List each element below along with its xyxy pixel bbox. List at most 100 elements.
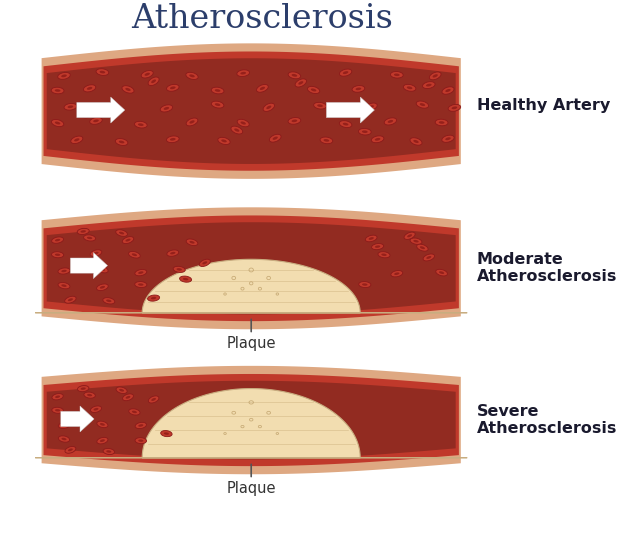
Ellipse shape [51, 87, 64, 94]
Ellipse shape [138, 124, 143, 126]
Ellipse shape [288, 72, 301, 79]
Ellipse shape [394, 273, 399, 275]
Ellipse shape [311, 88, 316, 92]
Ellipse shape [58, 73, 70, 79]
Ellipse shape [177, 268, 182, 270]
Ellipse shape [64, 104, 77, 110]
Ellipse shape [362, 131, 367, 133]
Ellipse shape [391, 270, 403, 277]
Ellipse shape [96, 69, 109, 75]
Ellipse shape [237, 70, 250, 76]
Ellipse shape [413, 140, 419, 143]
Ellipse shape [58, 282, 70, 289]
Ellipse shape [439, 121, 444, 124]
Polygon shape [35, 259, 467, 313]
Ellipse shape [407, 234, 412, 237]
Ellipse shape [298, 81, 303, 85]
Polygon shape [44, 216, 459, 321]
Ellipse shape [320, 137, 333, 144]
Ellipse shape [122, 237, 134, 243]
Text: Plaque: Plaque [227, 336, 276, 351]
Ellipse shape [61, 285, 67, 287]
Ellipse shape [55, 121, 60, 125]
Ellipse shape [356, 88, 361, 90]
Ellipse shape [410, 138, 422, 145]
Ellipse shape [416, 101, 429, 108]
Ellipse shape [134, 121, 147, 128]
Ellipse shape [77, 109, 89, 118]
Ellipse shape [164, 107, 169, 110]
Ellipse shape [292, 120, 297, 122]
Ellipse shape [167, 250, 179, 256]
Ellipse shape [218, 137, 230, 145]
Ellipse shape [307, 86, 320, 94]
Polygon shape [42, 208, 461, 329]
Ellipse shape [314, 102, 326, 109]
Ellipse shape [100, 423, 105, 425]
Ellipse shape [84, 235, 95, 241]
Ellipse shape [215, 103, 220, 106]
FancyArrow shape [77, 97, 125, 123]
Ellipse shape [61, 74, 67, 78]
Ellipse shape [77, 228, 89, 235]
Ellipse shape [241, 121, 246, 125]
Ellipse shape [138, 272, 143, 274]
Polygon shape [42, 366, 461, 474]
Text: Plaque: Plaque [227, 481, 276, 496]
Ellipse shape [295, 79, 307, 87]
Ellipse shape [170, 86, 175, 89]
Ellipse shape [381, 254, 387, 256]
Text: Moderate
Atherosclerosis: Moderate Atherosclerosis [477, 252, 617, 285]
Ellipse shape [407, 86, 412, 89]
Ellipse shape [100, 286, 105, 289]
Polygon shape [44, 374, 459, 466]
Ellipse shape [160, 105, 173, 112]
Ellipse shape [378, 251, 390, 258]
Ellipse shape [288, 118, 301, 124]
Ellipse shape [61, 270, 67, 272]
Ellipse shape [375, 246, 380, 248]
Ellipse shape [362, 283, 367, 286]
Ellipse shape [388, 120, 393, 123]
Ellipse shape [183, 278, 188, 280]
Ellipse shape [55, 254, 60, 256]
Ellipse shape [145, 73, 150, 76]
Ellipse shape [273, 137, 278, 140]
Ellipse shape [125, 238, 131, 242]
Ellipse shape [161, 430, 172, 437]
Ellipse shape [148, 77, 159, 86]
Ellipse shape [151, 398, 156, 401]
Ellipse shape [435, 119, 448, 126]
Ellipse shape [173, 266, 185, 273]
Ellipse shape [292, 74, 297, 77]
Ellipse shape [138, 424, 143, 427]
Ellipse shape [90, 118, 102, 124]
Polygon shape [47, 222, 456, 314]
Ellipse shape [170, 138, 175, 140]
Ellipse shape [369, 237, 374, 240]
Ellipse shape [58, 268, 70, 274]
Polygon shape [42, 43, 461, 179]
Ellipse shape [97, 284, 108, 291]
Ellipse shape [151, 297, 156, 299]
Ellipse shape [359, 281, 371, 288]
Ellipse shape [119, 231, 124, 235]
Ellipse shape [180, 276, 191, 282]
Ellipse shape [116, 387, 127, 393]
Ellipse shape [100, 268, 105, 271]
Ellipse shape [58, 422, 70, 429]
Ellipse shape [84, 392, 95, 398]
Ellipse shape [151, 80, 156, 83]
Ellipse shape [269, 134, 281, 142]
Polygon shape [47, 381, 456, 459]
Ellipse shape [103, 298, 115, 304]
FancyArrow shape [61, 406, 94, 432]
Ellipse shape [221, 139, 227, 143]
Ellipse shape [202, 261, 207, 264]
Ellipse shape [109, 102, 121, 109]
Ellipse shape [199, 259, 211, 267]
Ellipse shape [81, 112, 86, 115]
Ellipse shape [65, 447, 76, 453]
Ellipse shape [189, 241, 195, 244]
Ellipse shape [365, 103, 377, 111]
